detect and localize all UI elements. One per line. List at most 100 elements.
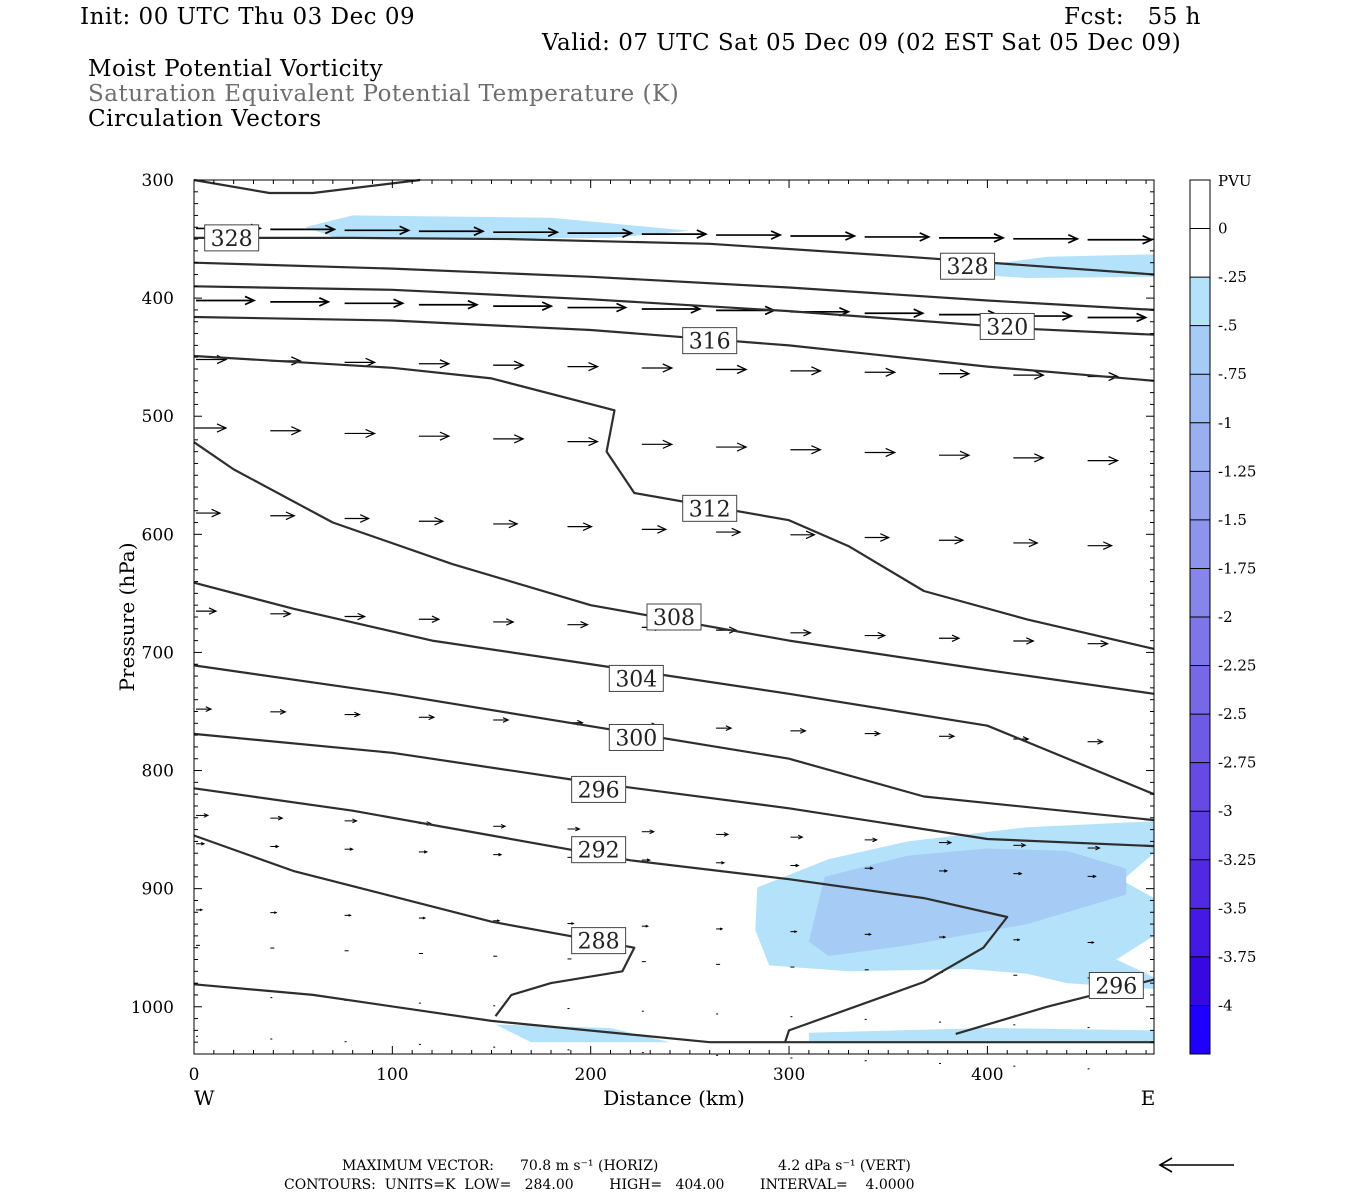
wind-vector xyxy=(344,847,354,851)
vector-head xyxy=(439,359,451,369)
wind-vector xyxy=(1013,938,1021,942)
wind-vector xyxy=(716,725,733,732)
x-tick-label: 100 xyxy=(376,1065,408,1085)
vector-head xyxy=(1136,312,1148,323)
vector-head xyxy=(1034,370,1045,380)
vector-head xyxy=(869,866,874,870)
max-vector-vert: 4.2 dPa s⁻¹ (VERT) xyxy=(778,1158,911,1174)
vector-head xyxy=(616,302,628,313)
wind-vector xyxy=(790,445,822,455)
contour-label-text: 300 xyxy=(615,726,657,751)
wind-vector xyxy=(790,530,816,540)
wind-vector xyxy=(493,618,515,626)
vector-head xyxy=(1091,941,1095,944)
wind-vector xyxy=(939,369,971,379)
vector-head xyxy=(588,437,599,447)
contour-label-box xyxy=(571,927,627,955)
wind-vector xyxy=(418,714,436,721)
vector-head xyxy=(324,224,337,235)
vector-head xyxy=(646,858,652,862)
contour-label-text: 296 xyxy=(578,778,620,803)
colorbar-swatch xyxy=(1190,1005,1210,1055)
contour-label: 296 xyxy=(1088,971,1144,999)
vector-head xyxy=(725,725,733,732)
wind-vector xyxy=(493,823,507,829)
wind-vector xyxy=(864,232,931,242)
wind-vector xyxy=(939,450,971,460)
colorbar-label: -1.75 xyxy=(1218,559,1256,577)
wind-vector xyxy=(864,837,878,843)
vector-head xyxy=(797,834,804,840)
vector-head xyxy=(794,930,798,934)
wind-vector xyxy=(1087,312,1148,323)
wind-vector xyxy=(344,514,371,523)
colorbar-label: -3 xyxy=(1218,802,1233,820)
wind-vector xyxy=(493,301,554,311)
mpv-region xyxy=(808,1028,1154,1043)
pvu-colorbar: PVU 0 -.25 -.5 -.75 -1 -1.25 -1.5 -1.75 -2 -2.25 -2… xyxy=(1189,172,1256,1055)
vector-head xyxy=(1092,874,1097,879)
vector-head xyxy=(1034,453,1045,463)
wind-vector xyxy=(1013,538,1039,548)
vector-head xyxy=(885,367,897,377)
vector-head xyxy=(547,227,560,238)
wind-vector xyxy=(939,840,953,845)
contour-label: 320 xyxy=(979,312,1035,340)
colorbar-swatch xyxy=(1190,277,1210,327)
wind-vector xyxy=(1013,842,1027,848)
wind-vector xyxy=(864,367,897,377)
wind-vector xyxy=(567,826,581,832)
vector-head xyxy=(348,913,352,917)
vector-head xyxy=(1028,538,1039,548)
colorbar-swatch xyxy=(1190,519,1210,569)
vector-head xyxy=(993,233,1006,243)
wind-vector xyxy=(641,229,708,239)
x-tick-label: 0 xyxy=(189,1065,200,1085)
wind-vector xyxy=(344,612,367,621)
vector-head xyxy=(954,535,965,545)
vector-head xyxy=(283,610,292,618)
vector-head xyxy=(216,423,228,433)
wind-vector xyxy=(344,225,411,236)
wind-vector xyxy=(344,298,405,309)
mpv-region xyxy=(495,1024,670,1043)
wind-vector xyxy=(939,935,947,939)
x-tick-label: 400 xyxy=(971,1065,1003,1085)
wind-vector xyxy=(1013,233,1080,244)
vector-head xyxy=(423,850,429,854)
contour-label: 312 xyxy=(682,494,738,522)
theta-es-contour xyxy=(193,732,1155,848)
colorbar-swatch xyxy=(1190,908,1210,958)
vector-head xyxy=(357,612,367,621)
contour-label: 292 xyxy=(571,836,627,864)
contour-labels: 328 328 320 316 312 308 304 300 296 292 288 296 xyxy=(204,224,1144,999)
colorbar-swatch xyxy=(1190,471,1210,521)
field-mpv: Moist Potential Vorticity xyxy=(88,56,384,82)
wind-vector xyxy=(567,302,628,313)
vector-head xyxy=(571,922,575,925)
wind-vector xyxy=(864,866,874,870)
wind-vector xyxy=(493,852,503,857)
vector-head xyxy=(645,924,650,928)
wind-vector xyxy=(418,916,427,920)
y-tick-label: 500 xyxy=(142,407,174,427)
vector-head xyxy=(431,615,441,623)
wind-vector xyxy=(641,858,652,862)
forecast-hour: Fcst: 55 h xyxy=(1064,4,1201,30)
y-tick-label: 300 xyxy=(142,171,174,191)
axes: 0 100 200 300 400 300 400 500 600 700 800 900 1000 xyxy=(131,171,1154,1085)
wind-vector xyxy=(196,706,213,712)
wind-vector xyxy=(641,829,656,835)
theta-es-contour xyxy=(193,285,1155,336)
vector-head xyxy=(799,727,807,734)
vector-head xyxy=(1026,637,1035,645)
vector-head xyxy=(205,706,213,712)
vector-head xyxy=(211,508,222,518)
west-label: W xyxy=(194,1086,215,1110)
vector-head xyxy=(919,232,931,242)
vector-head xyxy=(874,730,882,737)
colorbar-label: -1.25 xyxy=(1218,462,1256,480)
vector-head xyxy=(513,360,525,370)
contour-label-box xyxy=(571,836,627,864)
vector-head xyxy=(365,428,377,439)
